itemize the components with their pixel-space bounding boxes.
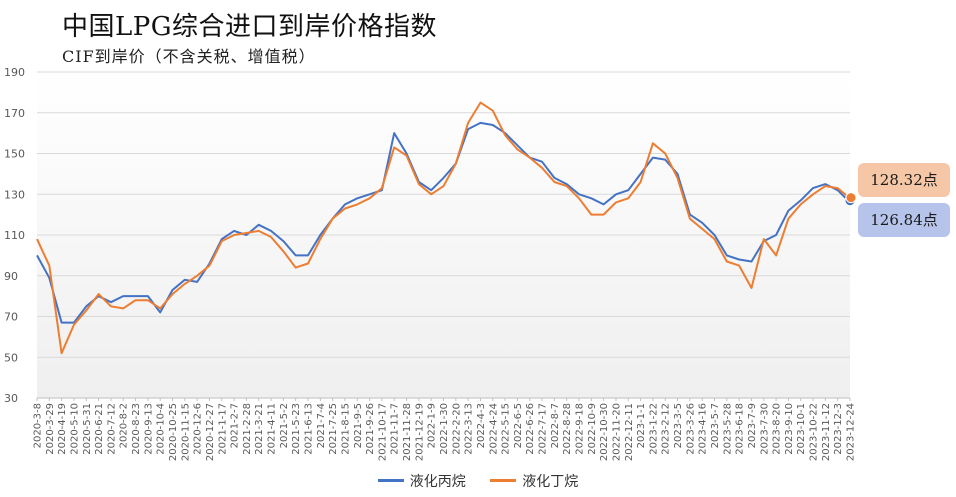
chart-subtitle: CIF到岸价（不含关税、增值税） <box>62 47 316 66</box>
x-tick-label: 2021-1-17 <box>217 403 228 455</box>
x-tick-label: 2021-6-13 <box>304 403 315 455</box>
x-tick-label: 2022-1-30 <box>439 403 450 455</box>
series-lines <box>36 101 851 355</box>
x-tick-label: 2023-1-22 <box>648 403 659 455</box>
x-tick-label: 2023-12-3 <box>833 403 844 455</box>
x-tick-label: 2023-9-10 <box>784 403 795 455</box>
x-tick-label: 2023-11-12 <box>821 403 832 461</box>
x-tick-label: 2022-5-15 <box>501 403 512 455</box>
x-tick-label: 2021-5-2 <box>279 403 290 448</box>
x-tick-label: 2020-12-27 <box>205 403 216 461</box>
x-tick-label: 2020-9-13 <box>143 403 154 455</box>
x-tick-label: 2021-10-17 <box>377 403 388 461</box>
x-tick-label: 2021-4-11 <box>267 403 278 455</box>
x-tick-label: 2022-8-28 <box>562 403 573 455</box>
x-tick-label: 2023-10-1 <box>796 403 807 455</box>
x-tick-label: 2020-4-19 <box>57 403 68 455</box>
x-tick-label: 2022-7-17 <box>538 403 549 455</box>
x-tick-label: 2021-2-7 <box>230 403 241 448</box>
x-tick-label: 2022-3-13 <box>464 403 475 455</box>
x-tick-label: 2022-4-24 <box>488 403 499 455</box>
x-tick-label: 2020-8-23 <box>131 403 142 455</box>
x-tick-label: 2021-3-21 <box>254 403 265 455</box>
y-tick-label: 50 <box>4 351 18 364</box>
legend-item-propane[interactable]: 液化丙烷 <box>377 471 466 491</box>
x-tick-label: 2023-5-7 <box>710 403 721 448</box>
x-tick-label: 2022-8-7 <box>550 403 561 448</box>
x-tick-label: 2023-8-20 <box>772 403 783 455</box>
x-tick-label: 2021-7-4 <box>316 403 327 448</box>
x-tick-label: 2023-6-18 <box>735 403 746 455</box>
x-tick-label: 2023-3-26 <box>685 403 696 455</box>
x-tick-label: 2020-7-12 <box>106 403 117 455</box>
x-tick-label: 2021-8-15 <box>340 403 351 455</box>
end-markers <box>844 192 857 207</box>
x-tick-label: 2020-11-15 <box>180 403 191 461</box>
x-tick-label: 2022-1-9 <box>427 403 438 448</box>
x-tick-label: 2022-6-5 <box>513 403 524 448</box>
x-tick-label: 2023-5-28 <box>722 403 733 455</box>
y-tick-label: 70 <box>4 311 18 324</box>
series-line-propane <box>36 121 851 324</box>
x-tick-label: 2022-10-30 <box>599 403 610 461</box>
x-tick-label: 2021-11-7 <box>390 403 401 455</box>
x-tick-label: 2021-9-26 <box>365 403 376 455</box>
y-tick-label: 90 <box>4 270 18 283</box>
x-tick-label: 2021-7-25 <box>328 403 339 455</box>
x-tick-label: 2020-10-25 <box>168 403 179 461</box>
legend-item-butane[interactable]: 液化丁烷 <box>490 471 578 491</box>
y-tick-label: 130 <box>4 188 25 201</box>
x-tick-label: 2022-12-11 <box>624 403 635 461</box>
x-tick-label: 2020-12-6 <box>193 403 204 455</box>
x-tick-label: 2023-7-9 <box>747 403 758 448</box>
x-tick-label: 2021-12-19 <box>414 403 425 461</box>
x-tick-label: 2020-3-8 <box>33 403 44 448</box>
y-tick-label: 150 <box>4 148 25 161</box>
y-tick-label: 170 <box>4 107 25 120</box>
x-tick-label: 2020-3-29 <box>45 403 56 455</box>
x-tick-label: 2023-3-5 <box>673 403 684 448</box>
y-axis: 30 50 70 90 110 130 150 170 190 <box>4 66 25 405</box>
end-marker-butane <box>845 192 857 204</box>
chart-title: 中国LPG综合进口到岸价格指数 <box>62 12 438 42</box>
callout-propane: 126.84点 <box>858 203 950 237</box>
series-line-butane <box>36 101 851 355</box>
x-tick-label: 2020-8-2 <box>119 403 130 448</box>
x-tick-label: 2023-4-16 <box>698 403 709 455</box>
x-tick-label: 2023-10-22 <box>809 403 820 461</box>
x-tick-label: 2021-5-23 <box>291 403 302 455</box>
x-tick-label: 2022-4-3 <box>476 403 487 448</box>
x-tick-label: 2021-2-28 <box>242 403 253 455</box>
x-tick-label: 2022-10-9 <box>587 403 598 455</box>
y-tick-label: 30 <box>4 392 18 405</box>
y-tick-label: 190 <box>4 66 25 79</box>
x-tick-label: 2022-11-20 <box>611 403 622 461</box>
x-tick-label: 2022-9-18 <box>575 403 586 455</box>
x-tick-label: 2023-12-24 <box>846 403 857 461</box>
legend-label-butane: 液化丁烷 <box>522 473 579 490</box>
x-tick-label: 2023-7-30 <box>759 403 770 455</box>
x-tick-label: 2022-6-26 <box>525 403 536 455</box>
x-tick-label: 2023-1-1 <box>636 403 647 448</box>
legend-swatch-butane <box>490 479 517 482</box>
x-tick-label: 2020-6-21 <box>94 403 105 455</box>
x-tick-label: 2020-5-31 <box>82 403 93 455</box>
legend: 液化丙烷 液化丁烷 <box>0 470 956 491</box>
x-tick-label: 2021-9-5 <box>353 403 364 448</box>
callout-butane: 128.32点 <box>858 163 950 197</box>
x-tick-label: 2023-2-12 <box>661 403 672 455</box>
x-tick-label: 2020-5-10 <box>69 403 80 455</box>
x-tick-label: 2021-11-28 <box>402 403 413 461</box>
x-tick-label: 2020-10-4 <box>156 403 167 455</box>
legend-swatch-propane <box>377 479 404 482</box>
y-tick-label: 110 <box>4 229 25 242</box>
legend-label-propane: 液化丙烷 <box>409 473 466 490</box>
x-axis: 2020-3-8 2020-3-29 2020-4-19 2020-5-10 2020-… <box>33 397 857 461</box>
x-tick-label: 2022-2-20 <box>451 403 462 455</box>
